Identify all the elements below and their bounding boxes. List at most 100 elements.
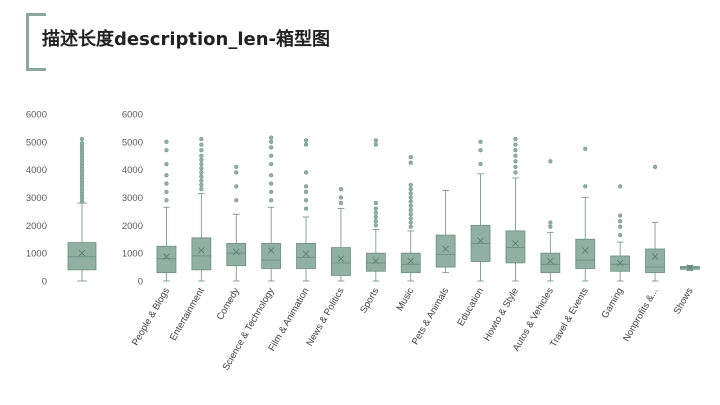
mean-marker — [267, 247, 275, 254]
outlier-point — [269, 189, 274, 195]
outlier-point — [548, 220, 553, 225]
outlier-point — [234, 198, 239, 203]
outlier-point — [199, 157, 204, 163]
y-tick-label: 4000 — [26, 165, 47, 176]
outlier-point — [269, 173, 274, 178]
outlier-point — [234, 164, 239, 170]
outlier-point — [303, 170, 309, 175]
outlier-point — [618, 213, 623, 218]
box — [226, 243, 247, 267]
outlier-point — [513, 159, 518, 164]
outlier-point — [164, 148, 169, 153]
outlier-point — [199, 178, 204, 183]
y-tick-label: 0 — [138, 277, 143, 288]
outlier-point — [303, 189, 309, 195]
y-tick-label: 4000 — [122, 165, 143, 176]
outlier-point — [548, 159, 553, 164]
y-tick-label: 6000 — [122, 110, 143, 121]
outlier-point — [373, 138, 379, 143]
mean-marker — [581, 247, 589, 254]
mean-marker — [442, 245, 449, 253]
mean-marker — [337, 255, 345, 263]
title-bracket-decoration — [26, 13, 46, 71]
outlier-point — [234, 170, 239, 175]
outlier-point — [478, 161, 483, 167]
outlier-point — [303, 142, 309, 147]
category-label: Music — [394, 286, 416, 313]
outlier-point — [269, 181, 274, 186]
mean-marker — [686, 264, 694, 271]
category-label: Gaming — [600, 286, 626, 320]
outlier-point — [408, 203, 413, 209]
outlier-point — [164, 189, 169, 195]
outlier-point — [199, 170, 204, 175]
outlier-point — [618, 224, 623, 229]
outlier-point — [303, 206, 309, 211]
outlier-point — [164, 161, 169, 167]
outlier-point — [269, 153, 274, 158]
outlier-point — [373, 219, 379, 224]
outlier-point — [408, 182, 413, 188]
mean-marker — [232, 248, 240, 256]
mean-marker — [163, 253, 170, 260]
outlier-point — [164, 173, 169, 178]
box — [331, 247, 351, 276]
outlier-point — [269, 135, 274, 140]
outlier-point — [408, 212, 413, 217]
box — [505, 230, 526, 264]
box — [67, 242, 97, 271]
outlier-point — [513, 170, 518, 175]
box — [296, 243, 316, 269]
outlier-point — [164, 198, 169, 203]
outlier-point — [618, 219, 623, 224]
outlier-point — [199, 182, 204, 188]
outlier-point — [269, 161, 274, 167]
outlier-point — [408, 216, 413, 221]
outlier-point — [583, 184, 588, 189]
outlier-point — [408, 195, 413, 200]
outlier-point — [373, 214, 379, 220]
outlier-point — [269, 145, 274, 150]
outlier-point — [373, 206, 379, 211]
outlier-point — [199, 174, 204, 179]
y-tick-label: 5000 — [122, 137, 143, 148]
outlier-point — [79, 136, 85, 142]
mean-marker — [547, 257, 554, 265]
y-tick-label: 3000 — [122, 193, 143, 204]
outlier-point — [199, 166, 204, 171]
outlier-point — [408, 154, 413, 160]
mean-marker — [407, 257, 415, 265]
y-tick-label: 3000 — [26, 193, 47, 204]
category-label: Nonprofits &... — [621, 286, 661, 344]
outlier-point — [408, 207, 413, 213]
outlier-point — [269, 139, 274, 144]
box — [575, 238, 596, 269]
category-label: Entertainment — [168, 286, 207, 343]
y-tick-label: 0 — [42, 277, 47, 288]
box — [645, 248, 665, 274]
outlier-point — [199, 161, 204, 167]
category-label: Education — [455, 286, 486, 328]
outlier-point — [199, 153, 204, 158]
outlier-point — [408, 199, 413, 204]
outlier-point — [234, 184, 239, 189]
outlier-point — [408, 191, 413, 196]
mean-marker — [616, 259, 624, 267]
outlier-point — [199, 142, 204, 147]
mean-marker — [198, 247, 205, 254]
outlier-point — [338, 187, 344, 192]
mean-marker — [78, 249, 86, 257]
outlier-point — [338, 200, 344, 206]
outlier-point — [164, 139, 169, 144]
outlier-point — [164, 181, 169, 186]
outlier-point — [373, 210, 379, 215]
outlier-point — [199, 136, 204, 142]
outlier-point — [199, 148, 204, 153]
outlier-point — [513, 148, 518, 153]
outlier-point — [583, 146, 588, 151]
mean-marker — [477, 237, 484, 244]
outlier-point — [513, 153, 518, 158]
outlier-point — [513, 142, 518, 147]
